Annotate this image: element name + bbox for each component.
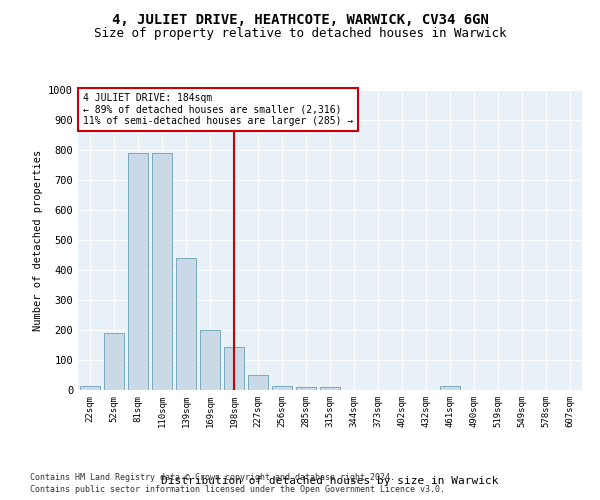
Bar bbox=[152, 153, 172, 390]
Bar bbox=[176, 258, 196, 390]
Bar bbox=[200, 330, 220, 390]
X-axis label: Distribution of detached houses by size in Warwick: Distribution of detached houses by size … bbox=[161, 476, 499, 486]
Text: 4, JULIET DRIVE, HEATHCOTE, WARWICK, CV34 6GN: 4, JULIET DRIVE, HEATHCOTE, WARWICK, CV3… bbox=[112, 12, 488, 26]
Bar bbox=[104, 333, 124, 390]
Text: Size of property relative to detached houses in Warwick: Size of property relative to detached ho… bbox=[94, 28, 506, 40]
Bar bbox=[80, 386, 100, 390]
Bar bbox=[128, 153, 148, 390]
Bar bbox=[440, 386, 460, 390]
Bar bbox=[248, 375, 268, 390]
Bar bbox=[224, 346, 244, 390]
Text: 4 JULIET DRIVE: 184sqm
← 89% of detached houses are smaller (2,316)
11% of semi-: 4 JULIET DRIVE: 184sqm ← 89% of detached… bbox=[83, 93, 353, 126]
Y-axis label: Number of detached properties: Number of detached properties bbox=[32, 150, 43, 330]
Bar bbox=[272, 386, 292, 390]
Text: Contains public sector information licensed under the Open Government Licence v3: Contains public sector information licen… bbox=[30, 485, 445, 494]
Text: Contains HM Land Registry data © Crown copyright and database right 2024.: Contains HM Land Registry data © Crown c… bbox=[30, 472, 395, 482]
Bar bbox=[320, 387, 340, 390]
Bar bbox=[296, 387, 316, 390]
